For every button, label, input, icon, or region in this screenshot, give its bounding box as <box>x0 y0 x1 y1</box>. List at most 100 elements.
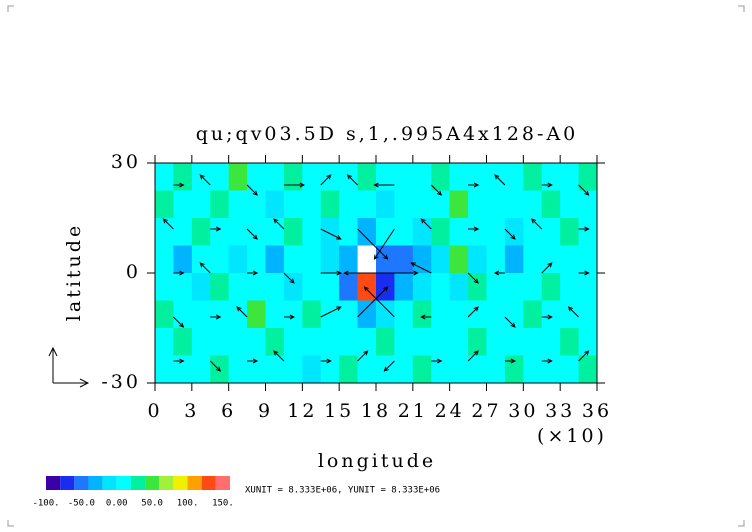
vector-arrow <box>357 286 389 318</box>
colorbar-box <box>145 476 160 490</box>
field-cell <box>431 300 451 329</box>
vector-arrow <box>199 262 211 274</box>
field-cell <box>265 163 285 191</box>
field-cell <box>376 218 395 246</box>
field-cell <box>486 273 506 301</box>
field-cell <box>357 190 377 219</box>
field-cell <box>357 245 377 274</box>
field-cell <box>449 328 469 356</box>
field-cell <box>191 245 211 274</box>
vector-arrow <box>420 218 432 230</box>
field-cell <box>155 245 174 274</box>
field-cell <box>523 328 543 356</box>
vector-arrow <box>320 228 342 240</box>
field-cell <box>210 245 230 274</box>
field-cell <box>578 163 598 191</box>
vector-arrow <box>363 286 395 318</box>
field-cell <box>210 300 230 329</box>
colorbar-label: 100. <box>177 499 199 509</box>
vector-arrow <box>357 228 389 260</box>
field-cell <box>468 273 487 301</box>
field-cell <box>302 218 322 246</box>
field-cell <box>523 355 543 384</box>
field-cell <box>265 273 285 301</box>
field-cell <box>412 328 432 356</box>
colorbar-label: -50.0 <box>68 499 95 509</box>
vector-arrow <box>468 182 480 188</box>
field-cell <box>228 355 248 384</box>
field-cell <box>431 355 451 384</box>
field-cell <box>486 355 506 384</box>
field-cell <box>283 273 303 301</box>
vector-arrow <box>273 350 285 362</box>
vector-arrow <box>541 314 553 320</box>
field-cell <box>523 163 543 191</box>
field-cell <box>320 190 340 219</box>
field-cell <box>431 245 451 274</box>
field-cell <box>504 190 524 219</box>
field-cell <box>247 190 266 219</box>
vector-arrow <box>247 270 259 276</box>
colorbar-box <box>201 476 216 490</box>
field-cell <box>560 163 580 191</box>
vector-arrow <box>578 184 590 196</box>
field-cell <box>283 245 303 274</box>
field-cell <box>412 273 432 301</box>
field-cell <box>283 163 303 191</box>
vector-arrow <box>504 228 516 240</box>
field-cell <box>449 218 469 246</box>
colorbar-label: 0.00 <box>106 499 128 509</box>
field-cell <box>412 245 432 274</box>
field-cell <box>357 328 377 356</box>
field-cell <box>191 190 211 219</box>
vector-arrow <box>578 226 590 232</box>
x-axis-label: longitude <box>318 450 436 472</box>
vector-arrow <box>530 218 543 230</box>
x-tick-label: 36 <box>582 400 612 422</box>
field-cell <box>468 218 487 246</box>
field-cell <box>320 245 340 274</box>
field-cell <box>247 355 266 384</box>
vector-arrow <box>173 270 185 276</box>
field-cell <box>283 218 303 246</box>
vector-arrow <box>493 270 505 276</box>
field-cell <box>247 273 266 301</box>
field-cell <box>449 163 469 191</box>
field-cell <box>523 190 543 219</box>
field-cell <box>155 328 174 356</box>
field-cell <box>339 355 359 384</box>
field-cell <box>523 273 543 301</box>
x-tick-label: 21 <box>398 400 428 422</box>
field-cell <box>394 355 414 384</box>
field-cell <box>155 355 174 384</box>
field-cell <box>412 355 432 384</box>
x-tick-label: 24 <box>435 400 465 422</box>
field-cell <box>523 245 543 274</box>
vector-arrow <box>494 174 506 186</box>
field-cell <box>228 218 248 246</box>
field-cell <box>541 273 561 301</box>
field-cell <box>173 328 193 356</box>
field-cell <box>191 355 211 384</box>
field-cell <box>357 355 377 384</box>
field-cell <box>247 163 266 191</box>
field-cell <box>191 218 211 246</box>
field-cell <box>504 273 524 301</box>
vector-arrow <box>467 350 479 362</box>
field-cell <box>560 245 580 274</box>
vector-arrow <box>468 226 480 232</box>
vector-arrow <box>283 314 296 320</box>
field-cell <box>191 300 211 329</box>
field-cell <box>468 190 487 219</box>
field-cell <box>486 328 506 356</box>
x-tick-label: 33 <box>545 400 575 422</box>
field-cell <box>247 328 266 356</box>
field-cell <box>560 218 580 246</box>
field-cell <box>468 163 487 191</box>
field-cell <box>431 328 451 356</box>
vector-arrow <box>578 350 590 362</box>
vector-arrow <box>504 358 517 364</box>
field-cell <box>283 328 303 356</box>
vector-arrow <box>343 270 395 276</box>
